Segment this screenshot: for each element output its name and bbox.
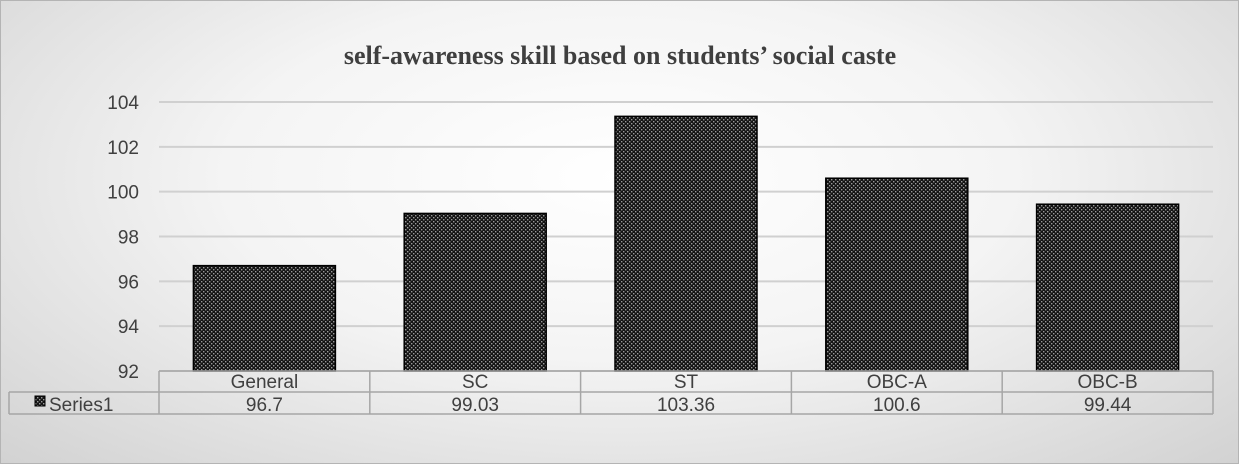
y-tick-label: 96 [118,272,139,293]
x-tick-label: General [231,372,299,393]
legend-series-label: Series1 [49,395,113,416]
bar-obc-a [825,177,969,372]
x-tick-label: OBC-A [867,372,928,393]
data-label: 103.36 [657,395,715,416]
data-label: 99.03 [451,395,499,416]
y-tick-label: 104 [107,93,139,114]
legend-key [34,395,46,407]
x-tick-label: SC [462,372,488,393]
chart-title: self-awareness skill based on students’ … [344,41,896,70]
y-tick-label: 100 [107,183,139,204]
x-tick-label: ST [674,372,699,393]
bar-obc-b [1035,203,1180,372]
y-axis-ticks: 92 94 96 98 100 102 104 [107,93,139,383]
y-tick-label: 98 [118,228,139,249]
y-tick-label: 92 [118,362,139,383]
x-tick-label: OBC-B [1078,372,1138,393]
bars [192,115,1180,372]
y-tick-label: 102 [107,138,139,159]
data-label: 96.7 [246,395,283,416]
data-label: 100.6 [873,395,921,416]
bar-st [614,115,758,372]
data-table: General SC ST OBC-A OBC-B Series1 96.7 99.03 103… [8,370,1214,416]
bar-general [192,264,337,372]
bar-sc [403,212,547,372]
data-label: 99.44 [1084,395,1132,416]
y-tick-label: 94 [118,317,140,338]
